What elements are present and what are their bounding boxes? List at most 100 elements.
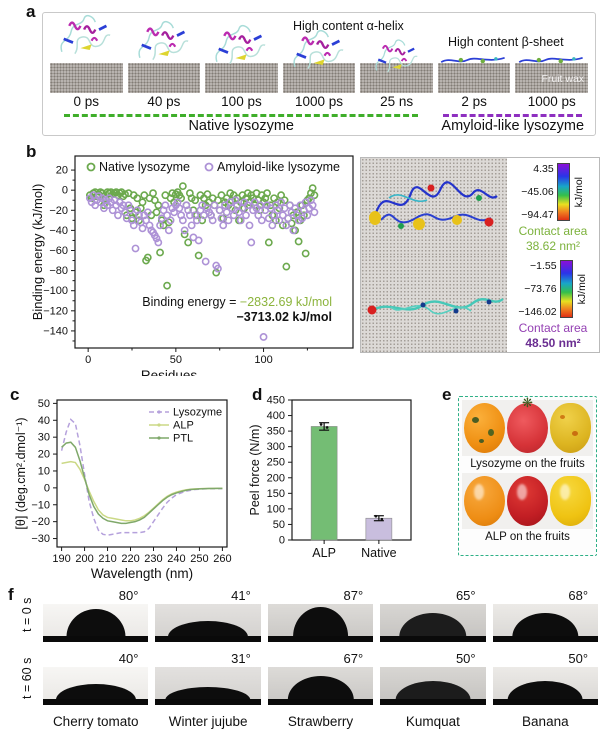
panel-b-label: b	[26, 142, 37, 161]
amyloid-group-label: Amyloid-like lysozyme	[441, 118, 585, 134]
fruit-name-label: Kumquat	[405, 714, 460, 729]
svg-text:400: 400	[267, 410, 285, 422]
svg-text:190: 190	[52, 553, 70, 565]
svg-text:−100: −100	[43, 285, 68, 297]
md-group-row: Native lysozyme Amyloid-like lysozyme	[50, 111, 588, 134]
svg-text:ALP: ALP	[312, 546, 336, 560]
md-snapshot	[437, 15, 511, 93]
snapshot-time-label: 0 ps	[73, 94, 100, 109]
droplet-image	[492, 667, 599, 705]
svg-text:0: 0	[279, 535, 285, 547]
winter-jujube-photo	[550, 403, 591, 453]
svg-text:50: 50	[38, 398, 50, 410]
panel-a-label: a	[26, 2, 36, 21]
droplet-image	[155, 604, 261, 642]
md-time-row: 0 ps 40 ps 100 ps 1000 ps 25 ns 2 ps 1000 ps	[50, 94, 588, 109]
contact-area-value: 48.50 nm²	[525, 336, 581, 350]
panel-e-label: e	[442, 385, 452, 404]
svg-text:240: 240	[167, 553, 185, 565]
svg-text:210: 210	[98, 553, 116, 565]
surface-baseline	[267, 699, 374, 705]
snapshot-time-label: 25 ns	[380, 94, 414, 109]
cherry-tomato-alp-photo	[507, 476, 548, 526]
wax-surface	[437, 63, 511, 93]
contact-angle-cell: 87°	[267, 588, 374, 642]
md-snapshot	[127, 15, 201, 93]
wax-surface	[127, 63, 201, 93]
svg-text:230: 230	[144, 553, 162, 565]
svg-text:450: 450	[267, 395, 285, 407]
surface-baseline	[380, 636, 486, 642]
snapshot-time-label: 40 ps	[147, 94, 181, 109]
svg-text:250: 250	[190, 553, 208, 565]
panel-a: High content α-helix High content β-shee…	[42, 12, 596, 136]
kumquat-photo	[464, 403, 505, 453]
droplet-image	[492, 604, 599, 642]
surface-baseline	[492, 699, 599, 705]
svg-text:Binding energy (kJ/mol): Binding energy (kJ/mol)	[30, 184, 45, 321]
svg-text:−10: −10	[31, 499, 50, 511]
contact-angle-grid: t = 0 s 80° 41° 87° 65° 68° t = 60 s 40° 31° 67° 5…	[20, 588, 599, 729]
amyloid-structure-card: −1.55 −73.76 −146.02 kJ/mol Contact area…	[361, 255, 599, 352]
winter-jujube-alp-photo	[550, 476, 591, 526]
svg-text:10: 10	[38, 465, 50, 477]
surface-baseline	[155, 699, 261, 705]
panel-f-label: f	[8, 585, 14, 604]
droplet-image	[380, 667, 486, 705]
svg-text:50: 50	[170, 354, 182, 366]
contact-area-label: Contact area	[518, 321, 588, 335]
beta-sheet-annotation: High content β-sheet	[448, 35, 564, 49]
native-structure-image	[361, 158, 507, 255]
amyloid-dashed-line	[443, 114, 582, 117]
alp-fruits-caption: ALP on the fruits	[485, 531, 570, 543]
droplet-image	[380, 604, 486, 642]
surface-baseline	[267, 636, 374, 642]
protein-ribbon-icon	[293, 29, 344, 70]
surface-baseline	[155, 636, 261, 642]
svg-text:100: 100	[254, 354, 272, 366]
colorbar-tick: −146.02	[518, 305, 557, 318]
svg-text:−60: −60	[49, 245, 68, 257]
colorbar-tick: −45.06	[521, 185, 554, 198]
colorbar-tick-labels: 4.35 −45.06 −94.47	[521, 164, 553, 220]
svg-text:−80: −80	[49, 265, 68, 277]
svg-text:−120: −120	[43, 305, 68, 317]
colorbar-unit: kJ/mol	[575, 273, 588, 305]
contact-angle-row: t = 60 s 40° 31° 67° 50° 50°	[20, 651, 599, 705]
colorbar-tick: 4.35	[533, 163, 554, 175]
kumquat-alp-photo	[464, 476, 505, 526]
svg-text:0: 0	[44, 482, 50, 494]
cherry-tomato-photo: ❋	[507, 396, 548, 453]
svg-text:−20: −20	[31, 516, 50, 528]
surface-baseline	[43, 636, 149, 642]
native-group-label: Native lysozyme	[188, 118, 294, 134]
time-row-label: t = 0 s	[20, 597, 34, 633]
contact-angle-cell: 67°	[267, 651, 374, 705]
svg-text:30: 30	[38, 432, 50, 444]
contact-angle-value: 50°	[568, 651, 589, 666]
native-dashed-line	[64, 114, 419, 117]
svg-text:150: 150	[267, 488, 285, 500]
md-snapshot	[282, 15, 356, 93]
droplet-image	[267, 604, 374, 642]
peel-force-bar-chart: 0 50 100 150 200 250 300 350 400 450 Peel force (N…	[248, 395, 412, 560]
svg-text:100: 100	[267, 503, 285, 515]
svg-text:Native: Native	[361, 546, 396, 560]
alpha-helix-annotation: High content α-helix	[293, 19, 404, 33]
amyloid-group: Amyloid-like lysozyme	[437, 111, 588, 134]
wax-surface	[515, 63, 589, 93]
svg-text:Native lysozyme: Native lysozyme	[99, 160, 190, 174]
amyloid-ribbon-icon	[367, 297, 504, 315]
droplet-silhouette	[165, 687, 251, 700]
snapshot-time-label: 100 ps	[221, 94, 262, 109]
svg-text:−140: −140	[43, 325, 68, 337]
contact-angle-value: 68°	[568, 588, 589, 603]
svg-text:200: 200	[267, 472, 285, 484]
amyloid-structure-image	[361, 255, 507, 352]
contact-angle-value: 50°	[455, 651, 476, 666]
surface-baseline	[43, 699, 149, 705]
energy-colorbar	[559, 260, 573, 318]
droplet-image	[267, 667, 374, 705]
svg-text:20: 20	[56, 165, 68, 177]
protein-ribbon-icon	[60, 14, 111, 55]
